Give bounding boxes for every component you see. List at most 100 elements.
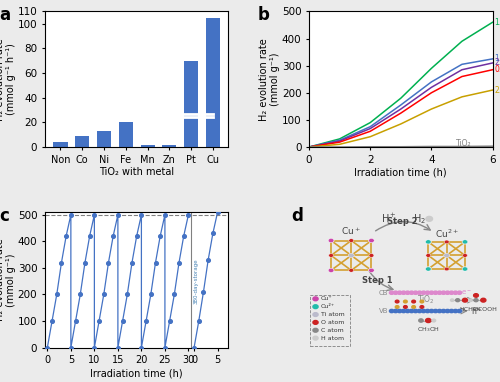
Point <box>62 233 70 239</box>
Circle shape <box>328 254 334 257</box>
Point <box>44 345 52 351</box>
Circle shape <box>418 291 422 295</box>
Text: HCHO: HCHO <box>459 307 478 312</box>
Y-axis label: H₂ evolution rate
(mmol g⁻¹): H₂ evolution rate (mmol g⁻¹) <box>259 38 280 121</box>
Circle shape <box>426 267 432 271</box>
Text: b: b <box>258 6 270 24</box>
Circle shape <box>420 300 424 303</box>
Circle shape <box>426 217 432 221</box>
Point <box>147 291 155 298</box>
Bar <box>206 18 220 147</box>
Text: Step 1: Step 1 <box>362 275 392 285</box>
Point <box>161 212 169 218</box>
Circle shape <box>404 300 407 303</box>
Circle shape <box>406 309 410 312</box>
Circle shape <box>368 238 374 243</box>
Circle shape <box>328 268 334 272</box>
Circle shape <box>422 291 426 295</box>
Text: H$_2$: H$_2$ <box>412 212 426 226</box>
Circle shape <box>462 267 468 271</box>
Circle shape <box>462 298 468 302</box>
Bar <box>162 144 176 147</box>
Point <box>128 259 136 265</box>
Point <box>114 212 122 218</box>
Circle shape <box>402 309 406 312</box>
Circle shape <box>450 299 454 301</box>
Point <box>138 212 145 218</box>
Circle shape <box>402 291 406 295</box>
Circle shape <box>481 298 486 302</box>
Text: h$^+$: h$^+$ <box>472 305 484 317</box>
Circle shape <box>444 240 449 244</box>
Text: CH$_3$OH: CH$_3$OH <box>417 325 440 335</box>
X-axis label: TiO₂ with metal: TiO₂ with metal <box>99 167 174 177</box>
Circle shape <box>450 309 454 312</box>
Circle shape <box>426 291 430 295</box>
Circle shape <box>328 238 334 243</box>
Circle shape <box>446 291 450 295</box>
Text: H$^+$: H$^+$ <box>381 212 396 225</box>
Point <box>58 259 66 265</box>
Point <box>90 212 98 218</box>
Point <box>90 345 98 351</box>
Circle shape <box>462 240 468 244</box>
Circle shape <box>414 291 418 295</box>
Y-axis label: H₂ evolution rate
(mmol g⁻¹): H₂ evolution rate (mmol g⁻¹) <box>0 238 16 321</box>
Point <box>161 345 169 351</box>
X-axis label: Irradiation time (h): Irradiation time (h) <box>90 368 183 378</box>
Circle shape <box>368 238 374 243</box>
Circle shape <box>313 297 318 301</box>
Circle shape <box>462 240 468 244</box>
Point <box>132 233 140 239</box>
Text: 380-day-storage: 380-day-storage <box>194 258 198 304</box>
Y-axis label: H₂ evolution rate
(mmol g⁻¹ h⁻¹): H₂ evolution rate (mmol g⁻¹ h⁻¹) <box>0 38 16 121</box>
Circle shape <box>442 309 446 312</box>
Bar <box>310 295 350 346</box>
Text: VB: VB <box>378 308 388 314</box>
Circle shape <box>390 309 394 312</box>
Point <box>114 345 122 351</box>
Point <box>142 318 150 324</box>
Text: 1.5%: 1.5% <box>494 18 500 27</box>
Point <box>124 291 132 298</box>
Circle shape <box>430 291 434 295</box>
Text: Cu$^+$: Cu$^+$ <box>342 225 361 237</box>
Circle shape <box>396 306 399 308</box>
Point <box>166 318 173 324</box>
Circle shape <box>444 267 449 271</box>
Point <box>76 291 84 298</box>
Circle shape <box>426 240 431 244</box>
Circle shape <box>426 309 430 312</box>
Circle shape <box>412 306 416 308</box>
Point <box>100 291 108 298</box>
Circle shape <box>458 309 462 312</box>
Circle shape <box>462 254 468 257</box>
Circle shape <box>313 329 318 332</box>
Circle shape <box>390 291 394 295</box>
Circle shape <box>469 299 472 301</box>
Point <box>48 318 56 324</box>
Circle shape <box>396 300 399 303</box>
Circle shape <box>444 253 450 257</box>
Circle shape <box>398 309 402 312</box>
Circle shape <box>404 306 407 308</box>
Bar <box>140 144 154 147</box>
Text: 0.48%: 0.48% <box>494 65 500 74</box>
Text: HCOOH: HCOOH <box>473 307 497 312</box>
Circle shape <box>430 309 434 312</box>
Circle shape <box>414 309 418 312</box>
Circle shape <box>456 299 460 302</box>
Text: e$^-$: e$^-$ <box>462 288 472 297</box>
Circle shape <box>454 291 458 295</box>
Circle shape <box>474 294 478 297</box>
Circle shape <box>458 291 462 295</box>
Circle shape <box>434 291 438 295</box>
Text: TiO$_2$: TiO$_2$ <box>416 293 434 306</box>
Circle shape <box>462 267 468 271</box>
Circle shape <box>438 291 442 295</box>
Text: Step 2: Step 2 <box>388 217 418 226</box>
Circle shape <box>426 240 432 244</box>
Point <box>209 230 217 236</box>
Point <box>81 259 89 265</box>
X-axis label: Irradiation time (h): Irradiation time (h) <box>354 167 447 177</box>
